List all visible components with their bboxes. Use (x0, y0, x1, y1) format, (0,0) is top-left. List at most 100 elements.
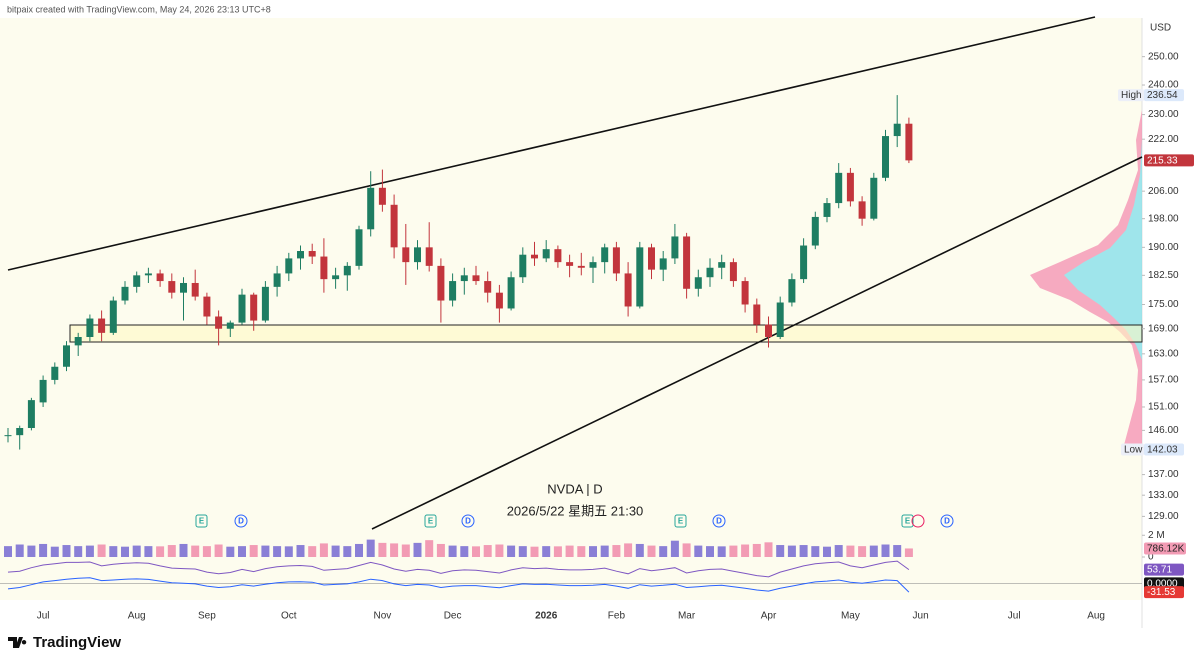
event-label: E (428, 517, 434, 526)
x-tick-label: Dec (444, 611, 462, 622)
volume-bar (85, 545, 94, 557)
candle-body (460, 275, 468, 282)
oscillator-last: 53.71 (1147, 565, 1172, 576)
volume-bar (425, 540, 434, 557)
candle-body (74, 337, 82, 346)
symbol-label: NVDA | D (547, 481, 602, 496)
candle-body (4, 435, 12, 437)
support-zone (69, 324, 1143, 343)
volume-bar (202, 546, 211, 557)
volume-bar (823, 546, 831, 557)
y-tick-label: 230.00 (1148, 109, 1179, 120)
candle-body (472, 275, 480, 282)
candle-body (144, 273, 152, 276)
oscillator-last-box (1144, 563, 1184, 576)
y-tick-label: 206.00 (1148, 186, 1179, 197)
event-label: E (905, 517, 911, 526)
candle-body (577, 265, 585, 268)
volume-bar (752, 543, 761, 557)
oscillator-last-box (1144, 586, 1184, 599)
x-tick-label: Apr (761, 611, 777, 622)
volume-bar (296, 545, 305, 557)
candle-body (378, 187, 386, 205)
volume-bar (331, 545, 340, 557)
candle-body (800, 245, 808, 280)
candle-body (367, 187, 375, 230)
candle-body (648, 247, 655, 270)
volume-bar (729, 545, 738, 557)
candle-body (343, 265, 351, 276)
high-value: 236.54 (1147, 90, 1178, 101)
volume-bar (565, 545, 574, 557)
candle-body (507, 277, 515, 309)
candle-body (905, 123, 913, 161)
oscillator-line (7, 577, 910, 593)
candle-body (624, 273, 632, 307)
volume-bar (226, 546, 235, 557)
volume-bar (249, 545, 258, 557)
volume-bar (121, 546, 129, 557)
volume-bar (600, 545, 609, 557)
volume-bar (530, 546, 539, 557)
footer-text: TradingView (33, 634, 121, 651)
candle-body (308, 251, 316, 257)
volume-bar (214, 544, 223, 557)
candle-body (437, 265, 445, 301)
y-tick-label: 198.00 (1148, 213, 1179, 224)
volume-bar (167, 545, 176, 557)
volume-bar (741, 544, 750, 557)
y-tick-label: 240.00 (1148, 80, 1179, 91)
candle-body (250, 294, 258, 321)
candle-body (776, 302, 784, 338)
candle-body (753, 304, 761, 325)
volume-bar (179, 543, 188, 557)
volume-bar (764, 542, 773, 557)
candle-body (133, 275, 141, 287)
volume-bar (273, 546, 282, 557)
high-marker-box (1118, 89, 1144, 102)
volume-bar (670, 540, 679, 557)
volume-bar (577, 546, 586, 557)
event-label: E (199, 517, 205, 526)
candle-body (811, 216, 819, 246)
candle-body (729, 262, 737, 282)
volume-bar (589, 546, 597, 557)
y-tick-label: 151.00 (1148, 402, 1179, 413)
candle-body (180, 282, 187, 293)
y-tick-label: 190.00 (1148, 242, 1179, 253)
volume-bar (448, 545, 457, 557)
high-value-box (1144, 89, 1184, 102)
volume-bar (238, 546, 246, 557)
volume-last: 786.12K (1147, 544, 1185, 555)
volume-bar (483, 545, 492, 557)
volume-bar (881, 544, 890, 557)
volume-profile (1030, 110, 1142, 445)
candle-body (449, 281, 457, 301)
candle-body (484, 281, 492, 293)
y-tick-label: 129.00 (1148, 511, 1179, 522)
candle-body (612, 247, 620, 274)
event-icon (901, 514, 914, 528)
candle-body (390, 204, 398, 248)
x-tick-label: Sep (198, 611, 216, 622)
candle-body (109, 300, 117, 333)
volume-bar (97, 544, 106, 557)
volume-bar (472, 546, 480, 557)
candle-body (332, 275, 340, 280)
volume-bar (74, 546, 83, 557)
volume-bar (518, 546, 527, 557)
volume-bar (694, 545, 703, 557)
event-icon (940, 514, 954, 528)
volume-bar (343, 546, 352, 557)
x-tick-label: Oct (281, 611, 297, 622)
candle-body (589, 262, 597, 268)
low-value-box (1144, 443, 1184, 456)
volume-bar (787, 545, 796, 557)
volume-bar (319, 543, 328, 557)
volume-bar (401, 544, 410, 557)
event-icon (234, 514, 248, 528)
volume-bar (799, 545, 808, 557)
volume-bar (846, 545, 855, 557)
y-tick-label: 250.00 (1148, 51, 1179, 62)
